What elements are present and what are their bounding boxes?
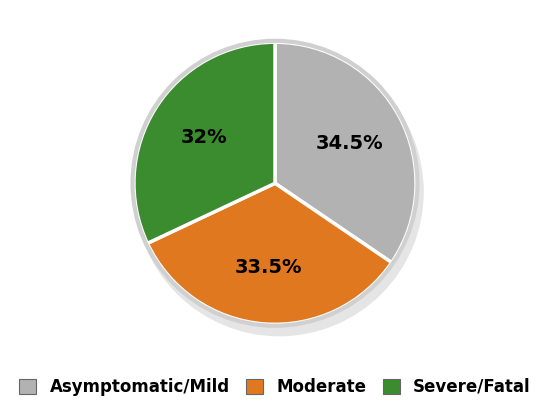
Text: 32%: 32% [180,128,227,147]
Legend: Asymptomatic/Mild, Moderate, Severe/Fatal: Asymptomatic/Mild, Moderate, Severe/Fata… [11,369,539,404]
Wedge shape [275,42,416,262]
Text: 33.5%: 33.5% [235,258,302,277]
Text: 34.5%: 34.5% [316,134,383,153]
Ellipse shape [135,47,424,336]
Wedge shape [134,42,275,243]
Wedge shape [147,183,392,324]
